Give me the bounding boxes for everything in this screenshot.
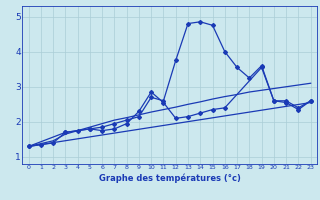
X-axis label: Graphe des températures (°c): Graphe des températures (°c) — [99, 173, 241, 183]
